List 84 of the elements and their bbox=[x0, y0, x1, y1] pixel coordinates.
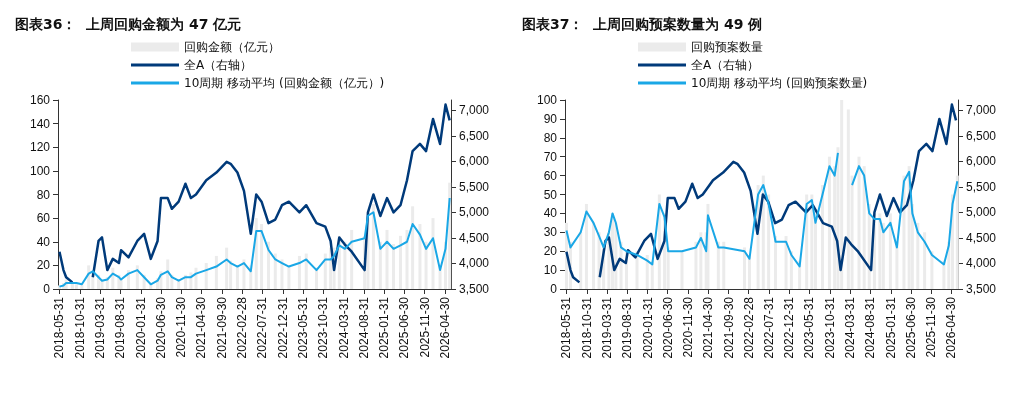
y-tick-label: 20 bbox=[543, 244, 558, 259]
y2-tick-label: 7,000 bbox=[966, 103, 997, 118]
x-tick-label: 2025-01-31 bbox=[377, 296, 392, 359]
chart-title: 图表37： 上周回购预案数量为 49 例 bbox=[522, 16, 763, 32]
x-tick-label: 2018-10-31 bbox=[72, 296, 87, 359]
y2-tick-label: 5,000 bbox=[459, 205, 490, 220]
y-tick-label: 0 bbox=[550, 282, 558, 296]
legend-label: 10周期 移动平均 (回购金额（亿元）) bbox=[184, 76, 385, 90]
y-tick-label: 100 bbox=[536, 93, 558, 107]
x-tick-label: 2023-10-31 bbox=[316, 296, 331, 359]
y-tick-label: 50 bbox=[543, 187, 558, 202]
x-tick-label: 2023-10-31 bbox=[822, 296, 837, 359]
x-tick-label: 2020-06-30 bbox=[153, 296, 168, 359]
y2-tick-label: 4,000 bbox=[966, 256, 997, 271]
x-tick-label: 2020-01-31 bbox=[640, 296, 655, 359]
x-tick-label: 2024-03-31 bbox=[336, 296, 351, 359]
x-tick-label: 2021-04-30 bbox=[194, 296, 209, 359]
y-tick-label: 90 bbox=[543, 111, 558, 126]
x-tick-label: 2022-02-28 bbox=[234, 296, 249, 359]
x-tick-label: 2020-11-30 bbox=[681, 296, 696, 358]
y-tick-label: 120 bbox=[29, 140, 51, 155]
x-tick-label: 2019-03-31 bbox=[599, 296, 614, 359]
x-tick-label: 2021-04-30 bbox=[701, 296, 716, 359]
x-tick-label: 2024-08-31 bbox=[863, 296, 878, 359]
y-tick-label: 0 bbox=[43, 282, 51, 296]
legend-label: 回购金额（亿元） bbox=[184, 40, 280, 54]
x-tick-label: 2026-04-30 bbox=[944, 296, 959, 359]
x-tick-label: 2020-06-30 bbox=[660, 296, 675, 359]
y2-tick-label: 7,000 bbox=[459, 103, 490, 118]
legend-label: 回购预案数量 bbox=[691, 40, 763, 54]
y2-tick-label: 6,000 bbox=[459, 154, 490, 169]
y2-tick-label: 4,500 bbox=[966, 230, 997, 245]
y2-tick-label: 5,000 bbox=[966, 205, 997, 220]
y-tick-label: 70 bbox=[543, 149, 558, 164]
x-tick-label: 2018-05-31 bbox=[559, 296, 574, 359]
x-tick-label: 2020-01-31 bbox=[133, 296, 148, 359]
x-tick-label: 2022-02-28 bbox=[741, 296, 756, 359]
y2-tick-label: 5,500 bbox=[966, 179, 997, 194]
x-tick-label: 2019-08-31 bbox=[620, 296, 635, 359]
x-tick-label: 2023-05-31 bbox=[802, 296, 817, 359]
x-tick-label: 2020-11-30 bbox=[174, 296, 189, 358]
x-tick-label: 2022-07-31 bbox=[762, 296, 777, 359]
x-tick-label: 2022-07-31 bbox=[255, 296, 270, 359]
x-tick-label: 2026-04-30 bbox=[437, 296, 452, 359]
x-tick-label: 2018-10-31 bbox=[579, 296, 594, 359]
x-tick-label: 2025-11-30 bbox=[924, 296, 939, 358]
y-tick-label: 40 bbox=[36, 234, 51, 249]
chart-title: 图表36： 上周回购金额为 47 亿元 bbox=[15, 16, 242, 32]
y-tick-label: 10 bbox=[543, 263, 558, 278]
x-tick-label: 2019-03-31 bbox=[92, 296, 107, 359]
x-tick-label: 2025-01-31 bbox=[883, 296, 898, 359]
y-tick-label: 160 bbox=[29, 93, 51, 107]
y-tick-label: 100 bbox=[29, 163, 51, 178]
x-tick-label: 2024-08-31 bbox=[356, 296, 371, 359]
x-tick-label: 2021-09-30 bbox=[214, 296, 229, 359]
x-tick-label: 2022-12-31 bbox=[782, 296, 797, 359]
y2-tick-label: 3,500 bbox=[459, 282, 490, 296]
x-tick-label: 2023-05-31 bbox=[295, 296, 310, 359]
x-tick-label: 2025-06-30 bbox=[903, 296, 918, 359]
x-tick-label: 2024-03-31 bbox=[843, 296, 858, 359]
y2-tick-label: 6,500 bbox=[459, 128, 490, 143]
y2-tick-label: 6,500 bbox=[966, 128, 997, 143]
y2-tick-label: 4,500 bbox=[459, 230, 490, 245]
legend-label: 全A（右轴） bbox=[691, 58, 760, 72]
x-tick-label: 2025-06-30 bbox=[397, 296, 412, 359]
y-tick-label: 60 bbox=[36, 211, 51, 226]
y-tick-label: 60 bbox=[543, 168, 558, 183]
legend-label: 全A（右轴） bbox=[184, 58, 253, 72]
x-tick-label: 2019-08-31 bbox=[113, 296, 128, 359]
y-tick-label: 40 bbox=[543, 206, 558, 221]
x-tick-label: 2021-09-30 bbox=[721, 296, 736, 359]
x-tick-label: 2018-05-31 bbox=[52, 296, 67, 359]
legend-label: 10周期 移动平均 (回购预案数量) bbox=[691, 76, 868, 90]
x-tick-label: 2025-11-30 bbox=[417, 296, 432, 358]
y2-tick-label: 4,000 bbox=[459, 256, 490, 271]
y-tick-label: 30 bbox=[543, 225, 558, 240]
x-tick-label: 2022-12-31 bbox=[275, 296, 290, 359]
y2-tick-label: 3,500 bbox=[966, 282, 997, 296]
y-tick-label: 80 bbox=[36, 187, 51, 202]
y-tick-label: 20 bbox=[36, 258, 51, 273]
y-tick-label: 80 bbox=[543, 130, 558, 145]
y2-tick-label: 5,500 bbox=[459, 179, 490, 194]
y2-tick-label: 6,000 bbox=[966, 154, 997, 169]
y-tick-label: 140 bbox=[29, 116, 51, 131]
